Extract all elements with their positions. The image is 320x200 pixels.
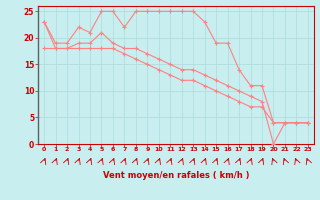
X-axis label: Vent moyen/en rafales ( km/h ): Vent moyen/en rafales ( km/h ) [103,171,249,180]
